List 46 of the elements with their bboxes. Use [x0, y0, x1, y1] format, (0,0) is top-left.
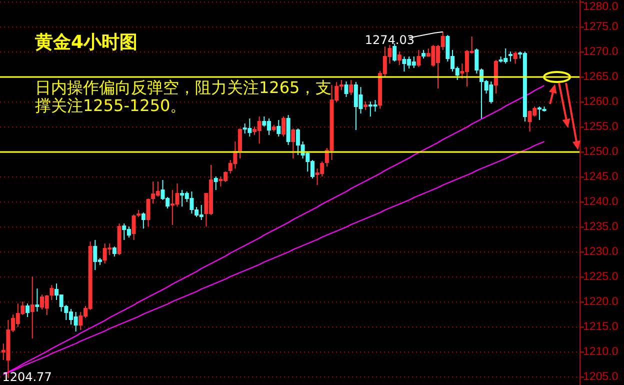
candlestick — [141, 212, 146, 229]
y-tick-label: 1220.0 — [583, 296, 618, 308]
y-tick-label: 1260.0 — [583, 96, 618, 108]
candlestick — [136, 210, 141, 218]
y-tick-label: 1275.0 — [583, 21, 618, 33]
y-tick-label: 1235.0 — [583, 221, 618, 233]
candlestick — [132, 214, 136, 240]
candlestick — [349, 80, 354, 96]
candlestick — [272, 124, 276, 132]
candlestick — [494, 60, 498, 94]
y-tick-label: 1280.0 — [583, 1, 618, 13]
y-tick-label: 1245.0 — [583, 171, 618, 183]
candlestick — [422, 50, 426, 59]
candlestick — [392, 43, 397, 62]
candlestick — [286, 114, 290, 146]
candlestick — [291, 128, 296, 159]
y-tick-label: 1225.0 — [583, 271, 618, 283]
candlestick — [276, 120, 281, 137]
candlestick — [50, 284, 54, 300]
text: 黄金4小时图 — [34, 32, 138, 53]
annotation: 日内操作偏向反弹空，阻力关注1265，支撑关注1255-1250。 — [35, 78, 333, 115]
candlestick — [344, 81, 348, 98]
candlestick — [117, 223, 122, 256]
candlestick — [30, 276, 34, 339]
y-tick-label: 1210.0 — [583, 346, 618, 358]
candlestick — [513, 51, 518, 64]
candlestick — [146, 198, 150, 227]
candlestick — [364, 101, 368, 110]
y-tick-label: 1230.0 — [583, 246, 618, 258]
candlestick — [397, 51, 402, 66]
candlestick — [416, 50, 421, 68]
y-tick-label: 1240.0 — [583, 196, 618, 208]
candlestick — [214, 176, 218, 190]
candlestick — [281, 116, 286, 137]
y-tick-label: 1215.0 — [583, 321, 618, 333]
y-tick-label: 1265.0 — [583, 71, 618, 83]
candlestick — [26, 303, 30, 318]
y-tick-label: 1205.0 — [583, 371, 618, 383]
annotation: 1274.03 — [364, 32, 414, 47]
y-tick-label: 1250.0 — [583, 146, 618, 158]
annotation: 1204.77 — [2, 370, 52, 384]
y-tick-label: 1270.0 — [583, 46, 618, 58]
candlestick — [112, 246, 116, 257]
candlestick — [508, 51, 512, 62]
candlestick — [35, 288, 40, 312]
y-tick-label: 1255.0 — [583, 121, 618, 133]
